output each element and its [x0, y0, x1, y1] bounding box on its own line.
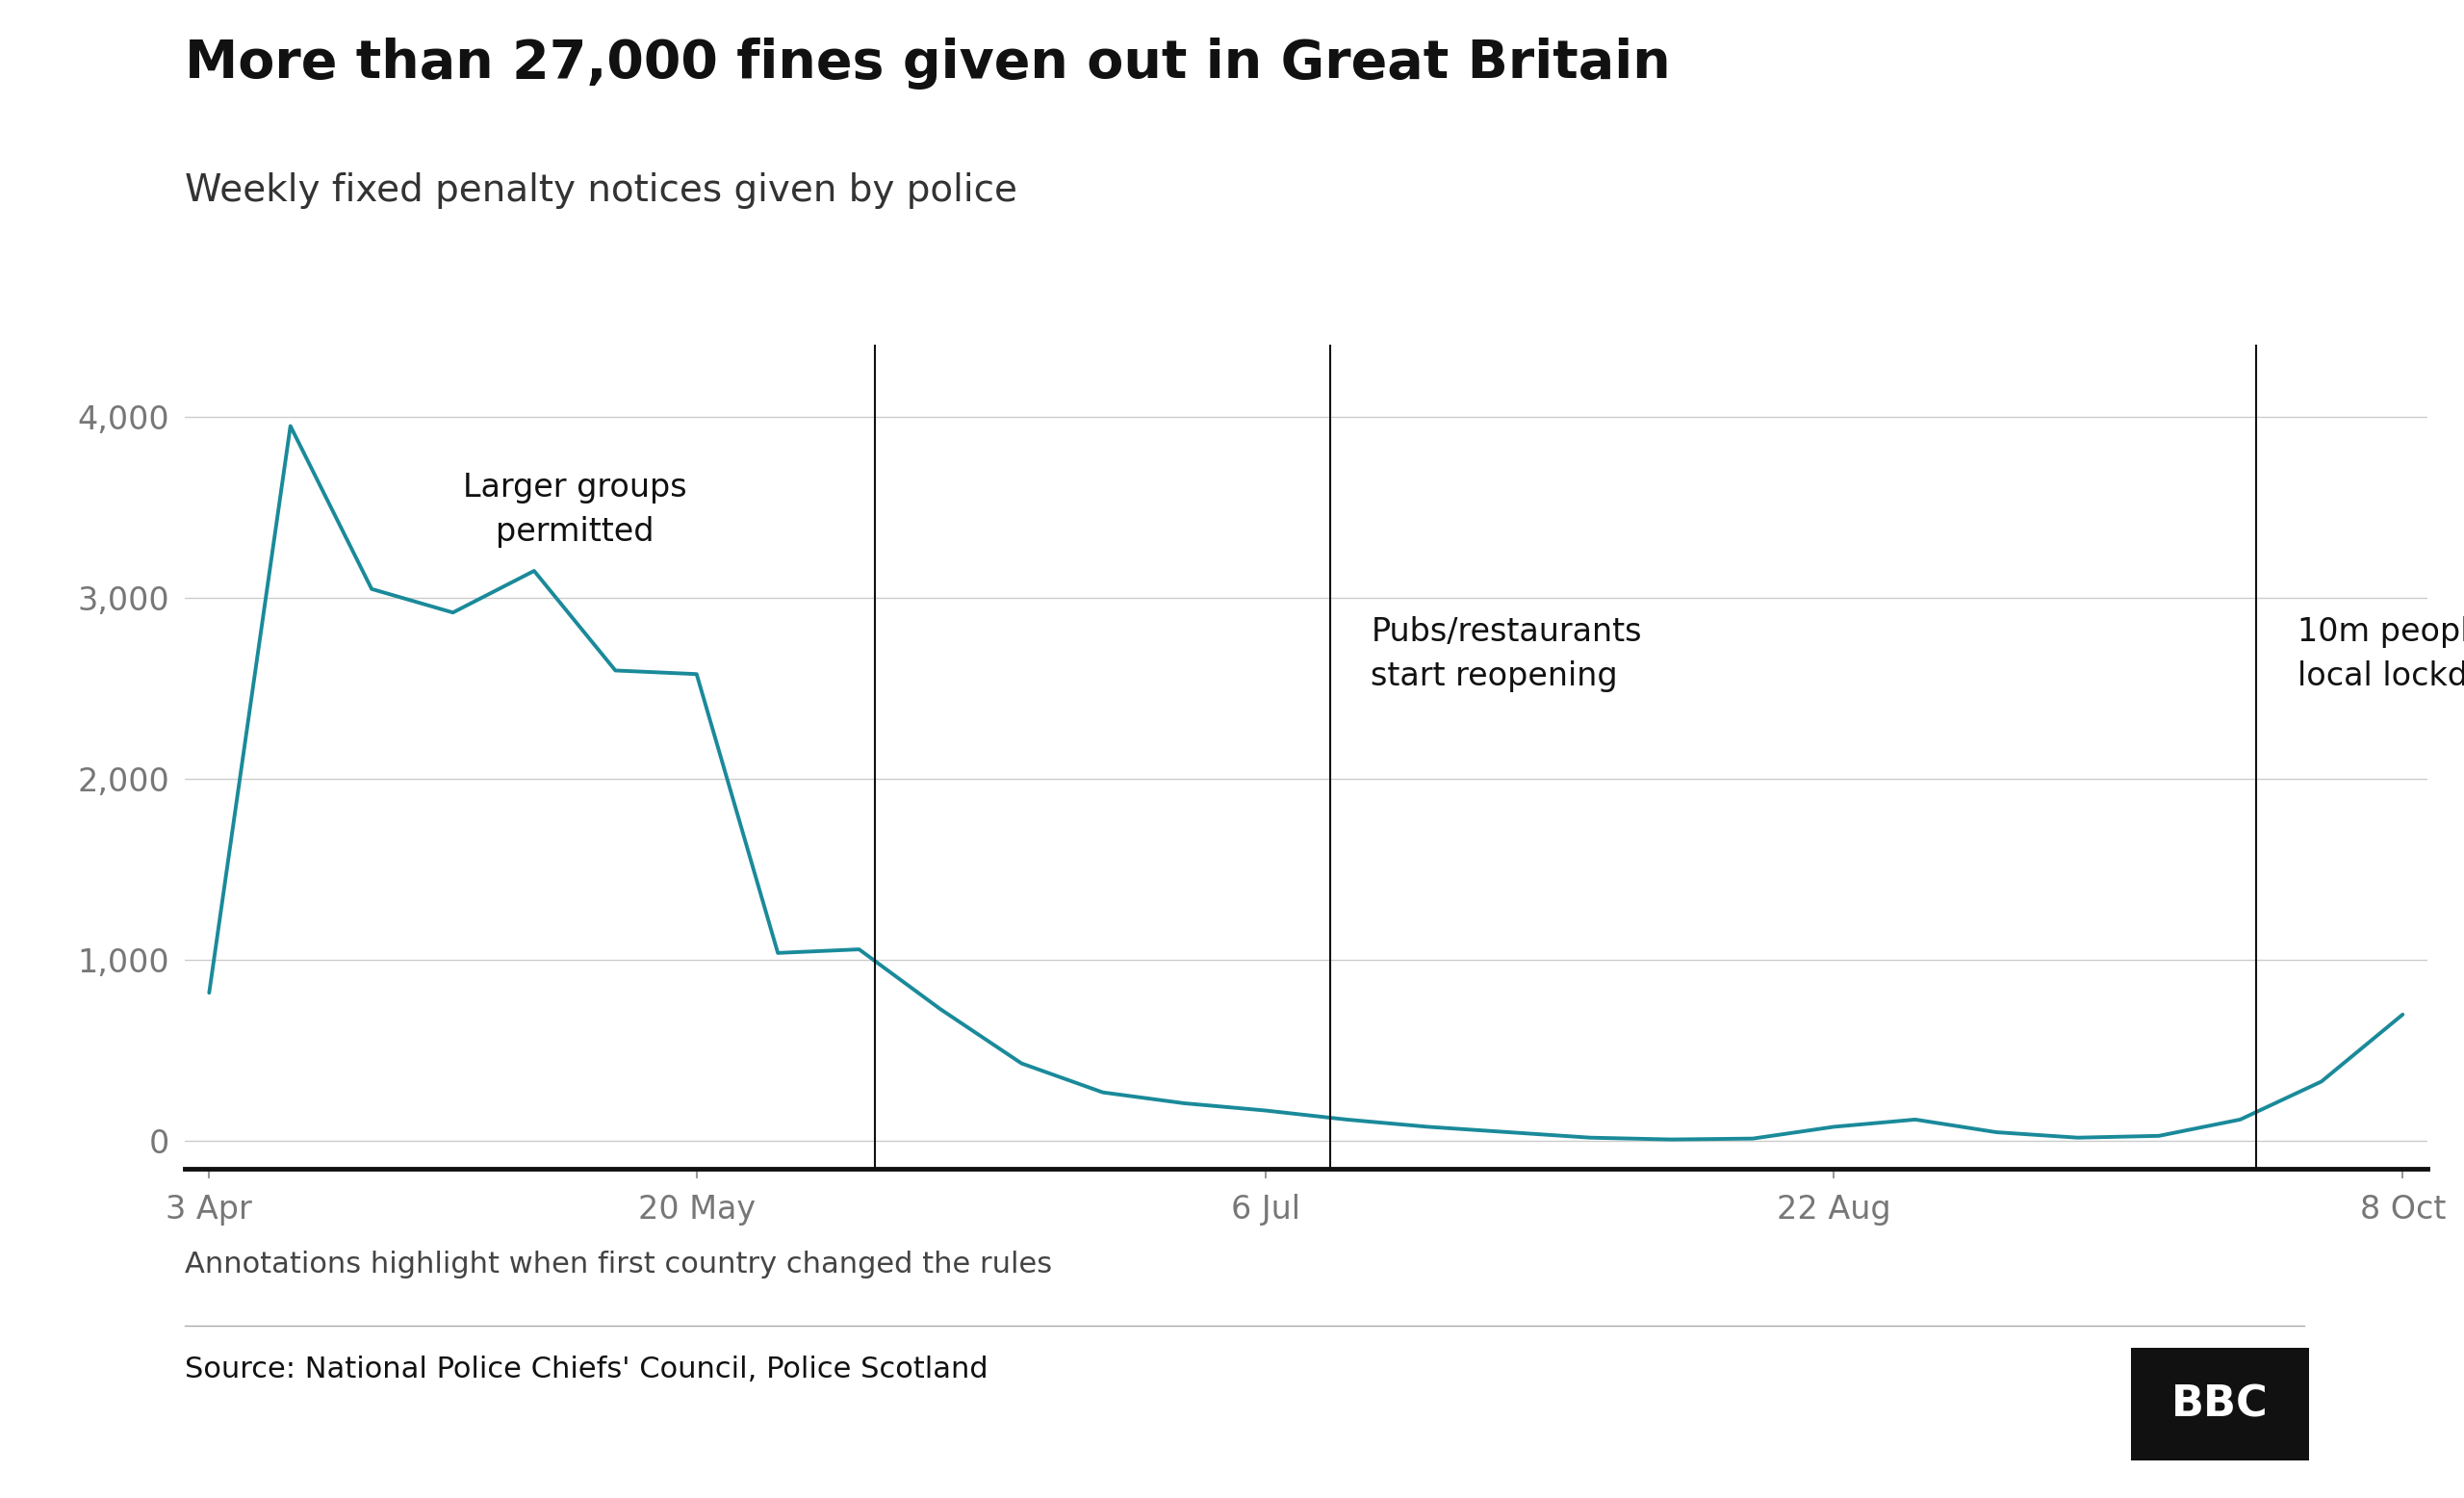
Text: More than 27,000 fines given out in Great Britain: More than 27,000 fines given out in Grea…: [185, 37, 1671, 90]
Text: Source: National Police Chiefs' Council, Police Scotland: Source: National Police Chiefs' Council,…: [185, 1356, 988, 1384]
Text: BBC: BBC: [2171, 1384, 2269, 1425]
Text: Larger groups
permitted: Larger groups permitted: [463, 472, 687, 547]
Text: 10m people in
local lockdowns: 10m people in local lockdowns: [2296, 616, 2464, 692]
Text: Pubs/restaurants
start reopening: Pubs/restaurants start reopening: [1370, 616, 1641, 692]
Text: Annotations highlight when first country changed the rules: Annotations highlight when first country…: [185, 1251, 1052, 1279]
Text: Weekly fixed penalty notices given by police: Weekly fixed penalty notices given by po…: [185, 172, 1018, 208]
